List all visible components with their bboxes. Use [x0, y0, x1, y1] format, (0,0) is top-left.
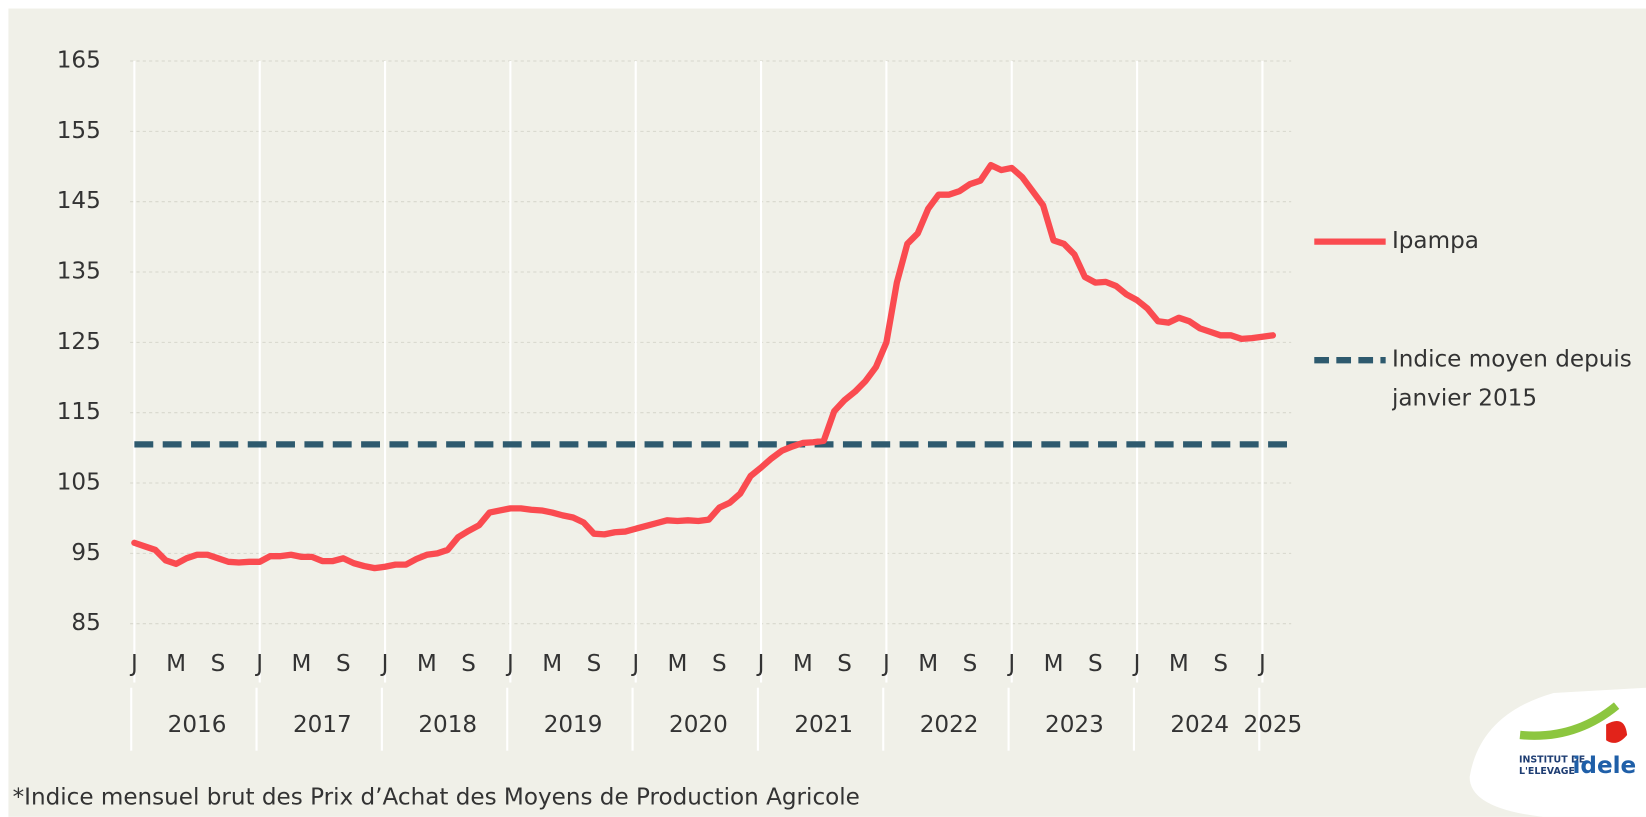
- year-label: 2024: [1170, 712, 1229, 738]
- year-label: 2022: [920, 712, 979, 738]
- year-label: 2020: [669, 712, 728, 738]
- legend-label-box: Indice moyen depuis janvier 2015: [1391, 346, 1632, 412]
- logo-drop: [1606, 720, 1628, 743]
- x-tick-label: S: [211, 651, 226, 677]
- x-tick-label: J: [630, 651, 639, 677]
- y-tick-label: 165: [57, 48, 101, 74]
- y-tick-label: 145: [57, 188, 101, 214]
- year-label: 2017: [293, 712, 352, 738]
- x-tick-label: S: [587, 651, 602, 677]
- logo-swoosh: [1519, 702, 1620, 740]
- legend-label-box: Ipampa: [1391, 227, 1479, 255]
- footnote: *Indice mensuel brut des Prix d’Achat de…: [13, 784, 860, 810]
- y-tick-label: 85: [71, 610, 100, 636]
- x-tick-label: S: [1088, 651, 1103, 677]
- y-tick-label: 95: [71, 540, 100, 566]
- year-label: 2019: [544, 712, 603, 738]
- x-tick-label: M: [292, 651, 312, 677]
- x-tick-label: S: [837, 651, 852, 677]
- logo-text: INSTITUT DE: [1519, 755, 1585, 766]
- x-tick-label: M: [918, 651, 938, 677]
- x-tick-label: M: [1169, 651, 1189, 677]
- x-tick-label: J: [505, 651, 514, 677]
- x-tick-label: J: [1132, 651, 1141, 677]
- x-tick-label: M: [417, 651, 437, 677]
- x-tick-label: J: [380, 651, 389, 677]
- y-tick-label: 125: [57, 329, 101, 355]
- year-label: 2023: [1045, 712, 1104, 738]
- year-label: 2025: [1244, 712, 1303, 738]
- x-tick-label: J: [1257, 651, 1266, 677]
- x-tick-label: J: [254, 651, 263, 677]
- x-tick-label: S: [1213, 651, 1228, 677]
- x-tick-label: S: [336, 651, 351, 677]
- y-tick-label: 155: [57, 118, 101, 144]
- legend-label: Indice moyen depuis janvier 2015: [1391, 346, 1632, 412]
- y-tick-label: 115: [57, 399, 101, 425]
- legend-label: Ipampa: [1391, 227, 1479, 255]
- x-tick-label: M: [668, 651, 688, 677]
- year-label: 2021: [794, 712, 853, 738]
- x-tick-label: M: [166, 651, 186, 677]
- x-tick-label: J: [756, 651, 765, 677]
- x-tick-label: J: [881, 651, 890, 677]
- y-tick-label: 135: [57, 259, 101, 285]
- x-tick-label: M: [542, 651, 562, 677]
- year-label: 2016: [168, 712, 227, 738]
- x-tick-label: M: [793, 651, 813, 677]
- x-tick-label: M: [1044, 651, 1064, 677]
- x-tick-label: S: [963, 651, 978, 677]
- y-tick-label: 105: [57, 470, 101, 496]
- x-tick-label: S: [712, 651, 727, 677]
- x-tick-label: J: [129, 651, 138, 677]
- logo-brand: idele: [1573, 753, 1637, 779]
- line-series: [131, 161, 1277, 572]
- x-tick-label: J: [1006, 651, 1015, 677]
- logo-text: L'ELEVAGE: [1519, 766, 1575, 777]
- x-tick-label: S: [461, 651, 476, 677]
- year-label: 2018: [418, 712, 477, 738]
